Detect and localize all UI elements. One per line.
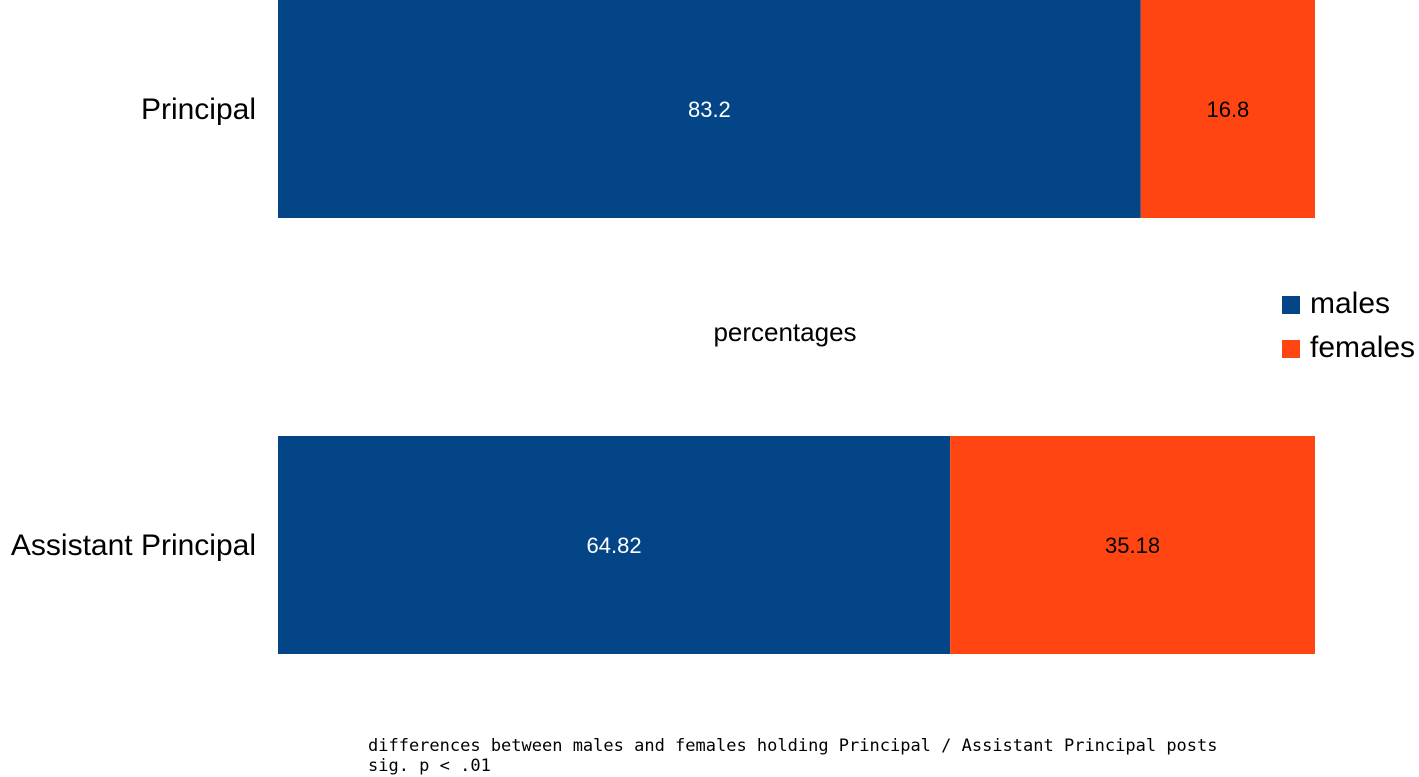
category-label-principal: Principal	[141, 93, 256, 126]
data-label-males-assistant-principal: 64.82	[587, 533, 642, 558]
legend-label-females: females	[1310, 331, 1415, 364]
category-label-assistant-principal: Assistant Principal	[11, 529, 256, 562]
chart-caption: differences between males and females ho…	[368, 736, 1218, 776]
labels-layer: Principal 83.2 16.8 Assistant Principal 64.8…	[11, 93, 1249, 562]
data-label-females-assistant-principal: 35.18	[1105, 533, 1160, 558]
bar-males-assistant-principal	[278, 436, 951, 654]
bar-males-principal	[278, 0, 1141, 218]
caption-line-2: sig. p < .01	[368, 756, 491, 776]
legend: males females	[1282, 287, 1415, 364]
x-axis-label: percentages	[713, 317, 856, 347]
legend-swatch-females	[1282, 340, 1300, 358]
bar-females-assistant-principal	[950, 436, 1315, 654]
legend-label-males: males	[1310, 287, 1390, 320]
data-label-females-principal: 16.8	[1206, 97, 1249, 122]
legend-swatch-males	[1282, 296, 1300, 314]
bars-layer	[278, 0, 1315, 654]
data-label-males-principal: 83.2	[688, 97, 731, 122]
caption-line-1: differences between males and females ho…	[368, 736, 1218, 756]
bar-females-principal	[1140, 0, 1315, 218]
